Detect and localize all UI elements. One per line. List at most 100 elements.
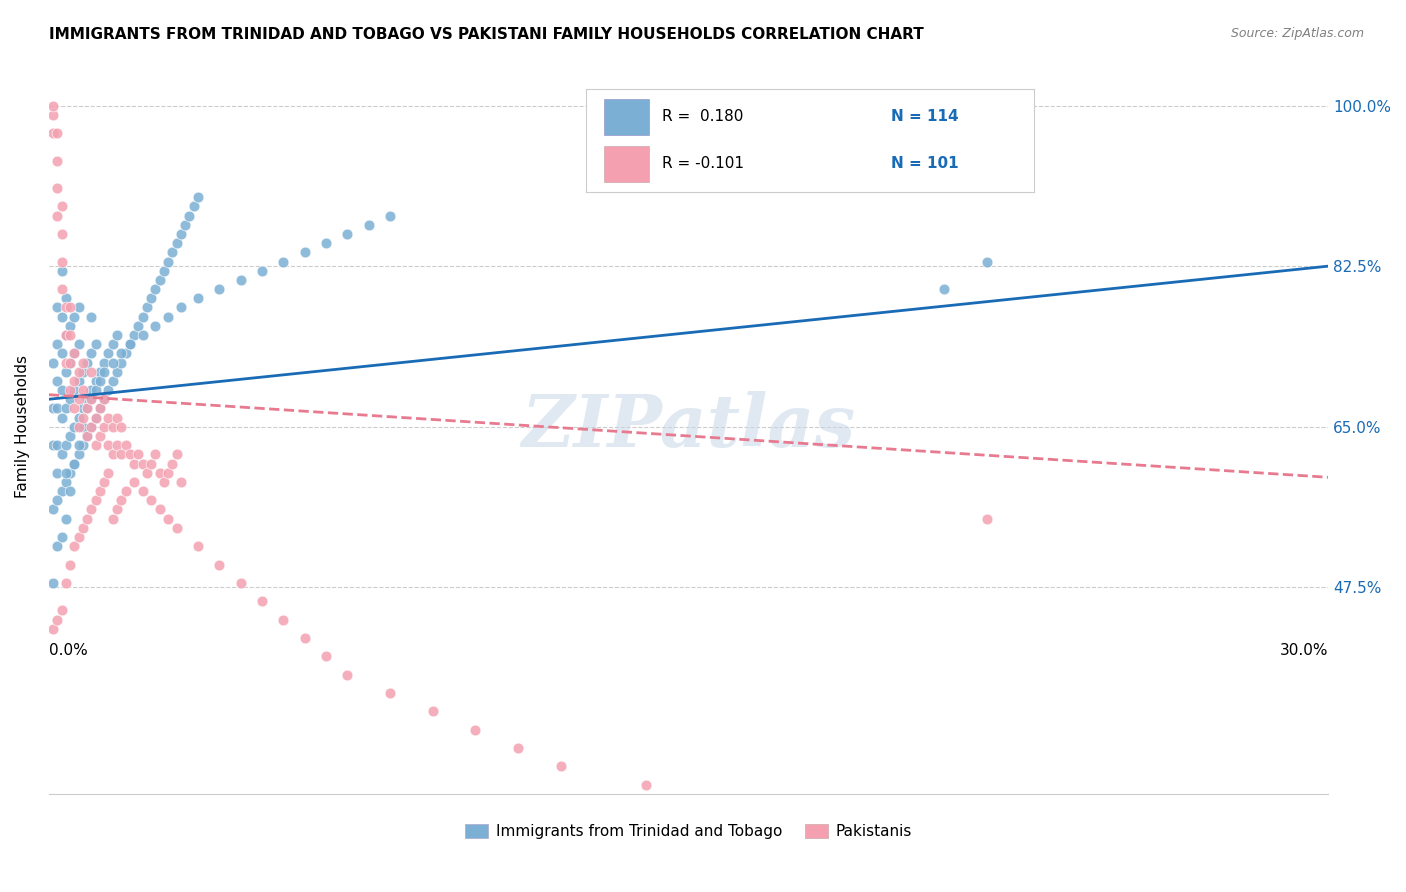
Point (72, 365, 94, 379)
Point (89, 401, 111, 416)
Point (93, 475, 115, 489)
Text: Source: ZipAtlas.com: Source: ZipAtlas.com (1230, 27, 1364, 40)
Point (80, 392, 103, 407)
Point (67, 530, 90, 544)
Point (59, 328, 82, 343)
Point (135, 466, 157, 480)
Point (336, 667, 359, 681)
Point (63, 383, 86, 397)
Point (76, 429, 98, 443)
Point (157, 511, 180, 525)
Point (97, 346, 120, 360)
Point (101, 374, 124, 388)
Point (174, 218, 197, 232)
Point (80, 365, 103, 379)
Point (72, 410, 94, 425)
Point (63, 401, 86, 416)
Point (51, 254, 73, 268)
Point (80, 502, 103, 516)
Point (378, 209, 401, 223)
Point (101, 337, 124, 351)
Text: 30.0%: 30.0% (1279, 643, 1329, 658)
Text: IMMIGRANTS FROM TRINIDAD AND TOBAGO VS PAKISTANI FAMILY HOUSEHOLDS CORRELATION C: IMMIGRANTS FROM TRINIDAD AND TOBAGO VS P… (49, 27, 924, 42)
Point (97, 466, 120, 480)
Text: ZIPatlas: ZIPatlas (522, 392, 855, 462)
Point (76, 355, 98, 369)
Y-axis label: Family Households: Family Households (15, 355, 30, 499)
Point (848, 814, 870, 829)
Point (55, 355, 77, 369)
Point (315, 649, 337, 664)
Point (105, 328, 128, 343)
Point (51, 383, 73, 397)
Point (131, 328, 153, 343)
Point (122, 457, 145, 471)
Point (976, 254, 998, 268)
Point (157, 466, 180, 480)
Point (84, 383, 107, 397)
Point (157, 310, 180, 324)
Point (122, 328, 145, 343)
Point (67, 410, 90, 425)
Point (63, 539, 86, 553)
Point (80, 310, 103, 324)
Point (51, 199, 73, 213)
Point (229, 273, 252, 287)
Point (51, 530, 73, 544)
Legend: Immigrants from Trinidad and Tobago, Pakistanis: Immigrants from Trinidad and Tobago, Pak… (458, 818, 918, 845)
Point (42, 575, 65, 590)
Point (46, 466, 69, 480)
Point (105, 410, 128, 425)
Point (80, 419, 103, 434)
Point (105, 502, 128, 516)
Point (208, 282, 231, 296)
Point (42, 622, 65, 636)
Point (59, 484, 82, 499)
Point (51, 310, 73, 324)
Point (149, 273, 172, 287)
Point (46, 209, 69, 223)
Point (105, 438, 128, 452)
Point (46, 493, 69, 508)
Point (122, 475, 145, 489)
Point (67, 365, 90, 379)
Point (42, 438, 65, 452)
Point (97, 410, 120, 425)
Point (55, 511, 77, 525)
Point (76, 401, 98, 416)
Point (59, 355, 82, 369)
Point (934, 282, 956, 296)
Point (105, 365, 128, 379)
Point (46, 401, 69, 416)
Point (357, 218, 380, 232)
Point (114, 438, 136, 452)
Point (51, 484, 73, 499)
Point (89, 401, 111, 416)
Point (131, 484, 153, 499)
Point (63, 419, 86, 434)
Point (63, 346, 86, 360)
Point (67, 392, 90, 407)
Point (84, 410, 107, 425)
Point (139, 457, 162, 471)
Point (93, 419, 115, 434)
Point (720, 796, 742, 810)
Point (131, 457, 153, 471)
Point (63, 374, 86, 388)
Point (145, 282, 167, 296)
Point (93, 392, 115, 407)
Point (46, 301, 69, 315)
Point (250, 594, 273, 608)
Point (72, 419, 94, 434)
Point (101, 511, 124, 525)
Point (42, 108, 65, 122)
Point (271, 613, 294, 627)
Point (294, 631, 316, 645)
Point (336, 227, 359, 241)
Point (51, 282, 73, 296)
Point (55, 466, 77, 480)
Point (51, 227, 73, 241)
Point (46, 613, 69, 627)
Point (55, 328, 77, 343)
Point (84, 410, 107, 425)
